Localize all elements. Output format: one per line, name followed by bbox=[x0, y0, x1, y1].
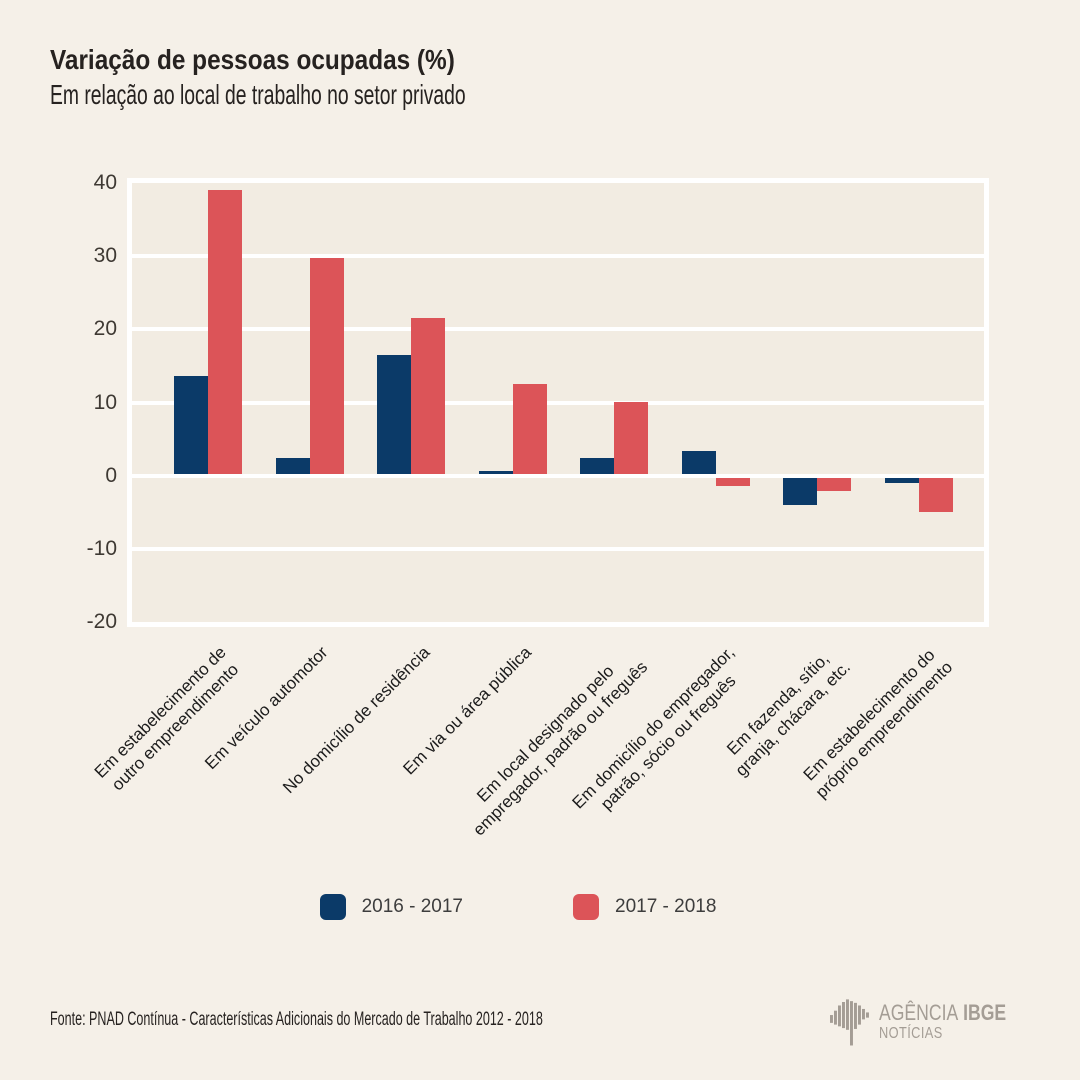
bar-series0-cat3 bbox=[478, 470, 513, 474]
y-tick-label: -20 bbox=[86, 610, 117, 633]
plot-area bbox=[127, 178, 989, 627]
bar-series1-cat1 bbox=[309, 258, 344, 474]
logo-text: AGÊNCIA IBGE NOTÍCIAS bbox=[879, 1001, 1038, 1043]
bar-series0-cat2 bbox=[377, 354, 412, 474]
gridline-0 bbox=[132, 473, 984, 478]
gridline-20 bbox=[132, 327, 984, 332]
legend-label: 2017 - 2018 bbox=[615, 896, 717, 917]
y-tick-label: 40 bbox=[93, 171, 117, 194]
bar-series1-cat0 bbox=[208, 190, 242, 474]
bar-series1-cat3 bbox=[512, 384, 547, 474]
y-tick-label: 20 bbox=[93, 317, 117, 341]
ibge-brazil-bars-icon bbox=[830, 999, 870, 1046]
bar-series1-cat7 bbox=[918, 477, 953, 513]
legend-label: 2016 - 2017 bbox=[361, 896, 463, 917]
y-tick-label: 30 bbox=[93, 244, 117, 268]
bar-series0-cat4 bbox=[580, 458, 615, 474]
logo-ibge-text: IBGE bbox=[963, 1000, 1007, 1025]
legend-item-2016-2017: 2016 - 2017 bbox=[319, 894, 463, 920]
legend-item-2017-2018: 2017 - 2018 bbox=[573, 894, 716, 920]
logo-noticias-text: NOTÍCIAS bbox=[879, 1025, 943, 1042]
bar-series1-cat6 bbox=[817, 477, 852, 492]
bar-series1-cat4 bbox=[614, 401, 649, 474]
gridline-10 bbox=[132, 400, 984, 405]
bar-series0-cat0 bbox=[174, 376, 208, 474]
bar-series0-cat5 bbox=[681, 450, 716, 474]
legend-swatch-blue bbox=[319, 894, 346, 920]
chart-legend: 2016 - 2017 2017 - 2018 bbox=[0, 894, 1058, 920]
ibge-agencia-noticias-logo: AGÊNCIA IBGE NOTÍCIAS bbox=[830, 996, 1038, 1048]
gridline-30 bbox=[132, 254, 984, 259]
y-tick-label: -10 bbox=[86, 536, 117, 560]
page-subtitle: Em relação ao local de trabalho no setor… bbox=[50, 79, 466, 110]
y-tick-label: 10 bbox=[93, 390, 117, 414]
gridline--10 bbox=[132, 546, 984, 551]
y-tick-label: 0 bbox=[105, 463, 117, 487]
bar-series0-cat7 bbox=[884, 477, 919, 483]
bar-series0-cat1 bbox=[275, 458, 310, 474]
x-category-label-text: Em estabelecimento de outro empreendimen… bbox=[91, 642, 243, 795]
x-category-label-text: Em estabelecimento do próprio empreendim… bbox=[799, 645, 957, 803]
x-category-label: Em estabelecimento do próprio empreendim… bbox=[587, 642, 956, 802]
page-title: Variação de pessoas ocupadas (%) bbox=[50, 44, 455, 75]
bar-series1-cat2 bbox=[411, 318, 446, 474]
legend-swatch-red bbox=[573, 894, 599, 920]
bar-series1-cat5 bbox=[715, 477, 750, 486]
logo-line-agencia-ibge: AGÊNCIA IBGE bbox=[879, 1001, 1006, 1025]
logo-agencia-text: AGÊNCIA bbox=[879, 1000, 959, 1025]
bar-series0-cat6 bbox=[783, 477, 818, 505]
source-note: Fonte: PNAD Contínua - Características A… bbox=[50, 1009, 543, 1030]
